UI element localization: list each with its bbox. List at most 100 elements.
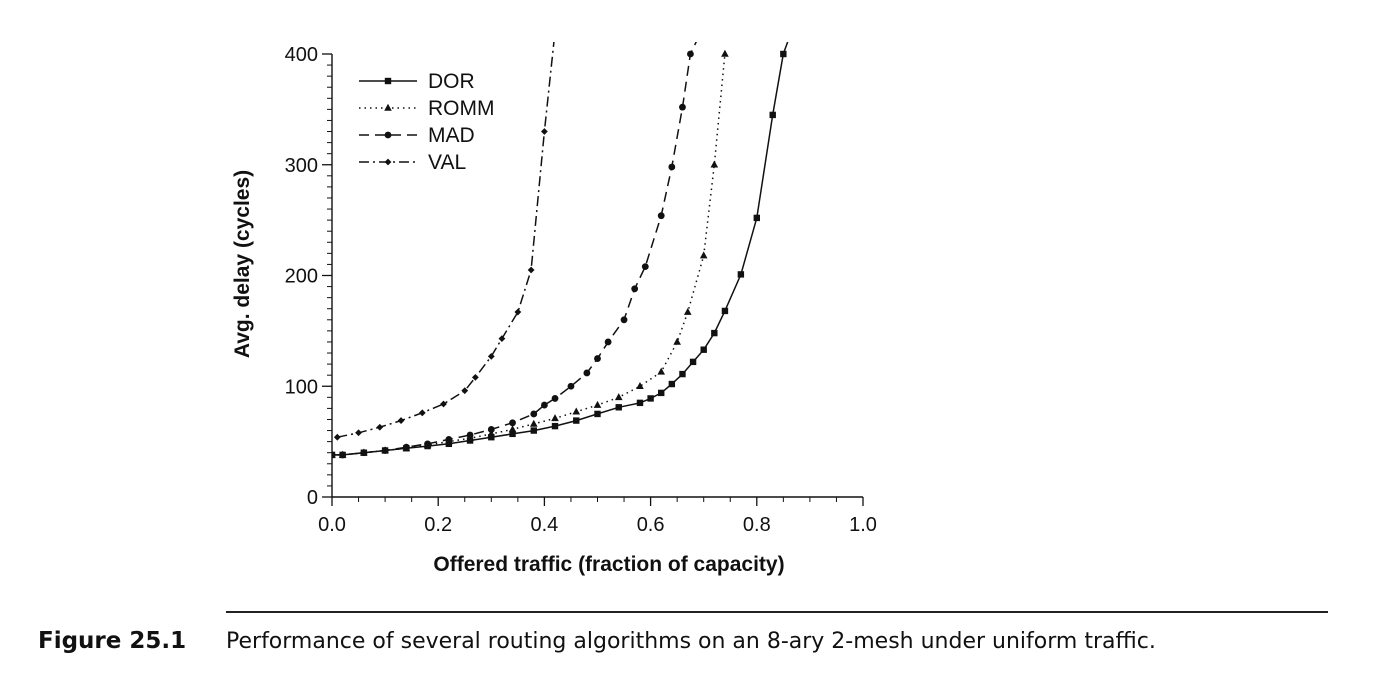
x-tick-label: 0.2 bbox=[424, 514, 452, 536]
series-mad-line bbox=[332, 42, 697, 456]
legend-item-romm: ROMM bbox=[359, 97, 495, 120]
series-romm-point bbox=[551, 414, 559, 422]
series-mad-point bbox=[620, 316, 628, 324]
series-layer bbox=[332, 42, 789, 459]
x-tick-label: 0.6 bbox=[637, 514, 665, 536]
series-mad-point bbox=[679, 103, 686, 111]
series-dor-point bbox=[689, 358, 697, 366]
series-dor-point bbox=[488, 433, 495, 441]
series-mad-point bbox=[402, 443, 410, 451]
series-val-point bbox=[461, 387, 469, 395]
series-romm-point bbox=[529, 419, 538, 427]
series-mad-point bbox=[360, 449, 368, 457]
series-val-point bbox=[333, 433, 341, 441]
series-romm-point bbox=[710, 160, 719, 168]
series-val-point bbox=[498, 335, 506, 343]
series-dor-point bbox=[594, 410, 601, 418]
series-mad-point bbox=[594, 355, 601, 362]
series-romm-point bbox=[593, 400, 602, 408]
x-tick-label: 0.0 bbox=[318, 514, 346, 536]
series-mad-point bbox=[687, 50, 694, 58]
series-mad-point bbox=[541, 401, 548, 409]
series-val-point bbox=[355, 429, 362, 437]
legend-label-mad: MAD bbox=[428, 124, 475, 147]
series-dor-point bbox=[711, 329, 718, 337]
series-mad-point bbox=[424, 440, 431, 448]
series-dor-point bbox=[658, 389, 665, 397]
legend-marker-mad bbox=[384, 131, 392, 139]
series-dor-point bbox=[647, 395, 654, 402]
series-romm-point bbox=[636, 382, 644, 390]
series-val-point bbox=[527, 266, 535, 274]
series-dor-point bbox=[679, 370, 686, 378]
legend-marker-val bbox=[384, 158, 392, 166]
legend-label-romm: ROMM bbox=[428, 97, 495, 120]
y-tick-label: 200 bbox=[285, 266, 318, 288]
series-val-point bbox=[376, 423, 384, 431]
y-tick-label: 300 bbox=[285, 155, 318, 177]
series-dor-point bbox=[668, 380, 676, 388]
caption-text: Performance of several routing algorithm… bbox=[226, 629, 1156, 654]
series-romm-line bbox=[332, 53, 726, 456]
y-axis-title: Avg. delay (cycles) bbox=[231, 170, 254, 358]
legend-label-val: VAL bbox=[428, 151, 466, 174]
y-tick-label: 100 bbox=[285, 376, 318, 398]
series-mad-point bbox=[604, 338, 612, 346]
series-romm-point bbox=[487, 429, 496, 437]
legend-item-val: VAL bbox=[359, 151, 466, 174]
series-mad-point bbox=[657, 212, 665, 220]
series-mad-point bbox=[567, 382, 575, 390]
series-dor-point bbox=[573, 417, 580, 424]
series-romm-point bbox=[699, 251, 708, 259]
series-val-point bbox=[541, 128, 548, 135]
series-val bbox=[333, 42, 555, 441]
series-dor-line bbox=[332, 42, 789, 456]
series-mad-point bbox=[509, 419, 516, 427]
ticks: 0.0 0.2 0.4 0.6 0.8 1.0 0 100 200 300 400 bbox=[285, 44, 877, 536]
y-tick-label: 400 bbox=[285, 44, 318, 66]
series-val-point bbox=[487, 352, 495, 360]
series-mad bbox=[332, 42, 697, 459]
series-dor-point bbox=[780, 50, 787, 58]
series-val-point bbox=[397, 417, 405, 424]
series-mad-point bbox=[381, 447, 389, 454]
series-romm-point bbox=[657, 367, 666, 375]
legend-label-dor: DOR bbox=[428, 70, 475, 93]
series-romm-point bbox=[614, 393, 623, 401]
series-romm-point bbox=[673, 337, 681, 345]
series-dor-point bbox=[769, 111, 776, 119]
y-tick-label: 0 bbox=[307, 487, 318, 509]
series-dor-point bbox=[509, 430, 516, 438]
series-val-point bbox=[418, 409, 426, 417]
figure-number: Figure 25.1 bbox=[38, 628, 187, 654]
legend-item-mad: MAD bbox=[359, 124, 475, 147]
series-mad-point bbox=[466, 431, 474, 439]
series-mad-point bbox=[445, 436, 453, 443]
series-dor-point bbox=[737, 271, 745, 278]
axes bbox=[331, 54, 863, 498]
series-romm bbox=[332, 49, 729, 458]
series-mad-point bbox=[487, 426, 495, 433]
x-axis-title: Offered traffic (fraction of capacity) bbox=[433, 553, 784, 576]
series-dor bbox=[332, 42, 789, 459]
line-chart: 0.0 0.2 0.4 0.6 0.8 1.0 0 100 200 300 400 DOR ROMM M… bbox=[231, 42, 877, 576]
series-mad-point bbox=[668, 163, 676, 171]
series-val-point bbox=[514, 308, 522, 316]
series-val-point bbox=[440, 400, 447, 408]
x-tick-label: 0.8 bbox=[743, 514, 771, 536]
series-romm-point bbox=[572, 407, 581, 415]
series-dor-point bbox=[721, 307, 729, 315]
series-dor-point bbox=[551, 422, 559, 430]
caption-divider bbox=[226, 611, 1328, 613]
series-val-line bbox=[337, 42, 555, 438]
series-mad-point bbox=[339, 451, 347, 459]
series-mad-point bbox=[631, 285, 639, 293]
legend: DOR ROMM MAD VAL bbox=[359, 70, 495, 174]
legend-item-dor: DOR bbox=[359, 70, 475, 93]
series-dor-point bbox=[636, 399, 644, 407]
legend-marker-romm bbox=[384, 103, 392, 111]
series-mad-point bbox=[551, 395, 559, 402]
series-dor-point bbox=[700, 346, 707, 353]
legend-marker-dor bbox=[384, 77, 392, 85]
series-dor-point bbox=[530, 427, 537, 434]
